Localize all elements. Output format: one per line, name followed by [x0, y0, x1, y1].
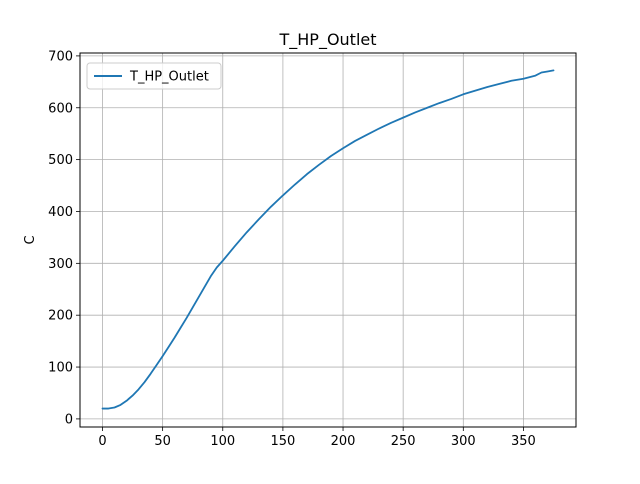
x-tick-label: 300 [451, 434, 476, 449]
series-line [101, 69, 555, 410]
y-tick-label: 400 [48, 205, 73, 220]
x-tick-label: 200 [331, 434, 356, 449]
legend: T_HP_Outlet [86, 62, 222, 90]
y-tick-label: 600 [48, 101, 73, 116]
y-tick-label: 200 [48, 309, 73, 324]
y-tick-label: 500 [48, 153, 73, 168]
x-tick-label: 250 [391, 434, 416, 449]
legend-box [86, 62, 222, 90]
x-tick-label: 100 [210, 434, 235, 449]
y-axis-label: C [23, 235, 38, 244]
y-tick-label: 300 [48, 257, 73, 272]
chart-title: T_HP_Outlet [278, 30, 376, 50]
y-tick-label: 700 [48, 49, 73, 64]
series-layer [101, 69, 555, 410]
x-tick-label: 150 [270, 434, 295, 449]
legend-label: T_HP_Outlet [129, 70, 209, 85]
y-tick-label: 100 [48, 361, 73, 376]
y-tick-label: 0 [65, 412, 73, 427]
x-tick-label: 0 [98, 434, 106, 449]
x-tick-label: 350 [511, 434, 536, 449]
plot-frame [79, 52, 577, 428]
grid [80, 53, 576, 427]
x-tick-label: 50 [154, 434, 171, 449]
axis-ticks: 0 50 100 150 200 250 300 350 0 100 200 300 400 500 600… [48, 49, 536, 449]
